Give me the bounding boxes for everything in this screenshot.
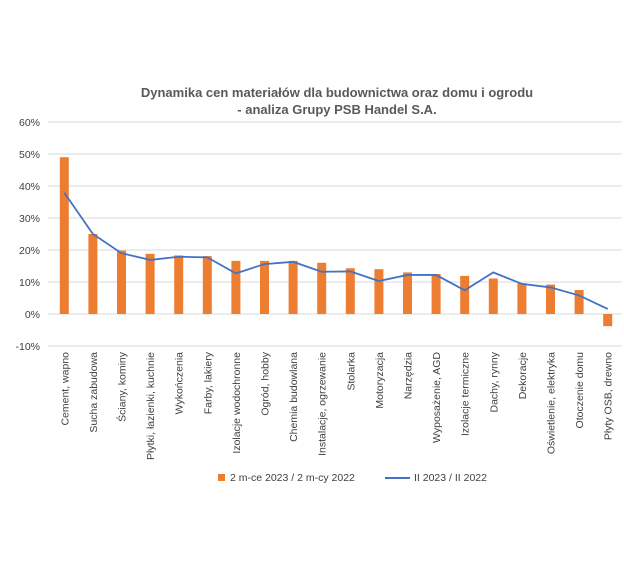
legend-line-label: II 2023 / II 2022 <box>414 472 487 484</box>
x-tick-label: Ogród, hobby <box>260 351 272 415</box>
x-tick-label: Płyty OSB, drewno <box>603 352 615 440</box>
bar <box>117 250 126 314</box>
y-tick-label: 20% <box>19 245 40 257</box>
bar <box>546 284 555 314</box>
x-tick-label: Instalacje, ogrzewanie <box>317 352 329 456</box>
bar <box>574 290 584 314</box>
x-tick-label: Farby, lakiery <box>202 351 214 414</box>
bar <box>260 260 269 314</box>
chart-title: Dynamika cen materiałów dla budownictwa … <box>141 85 533 100</box>
bar <box>145 253 155 314</box>
bar <box>88 234 98 314</box>
y-tick-label: 0% <box>25 309 40 321</box>
y-tick-label: 40% <box>19 181 40 193</box>
bar <box>431 274 441 314</box>
x-tick-label: Chemia budowlana <box>288 352 300 442</box>
bar <box>603 314 613 327</box>
x-tick-label: Cement, wapno <box>59 352 71 426</box>
chart-subtitle: - analiza Grupy PSB Handel S.A. <box>237 102 436 117</box>
x-tick-label: Płytki, łazienki, kuchnie <box>145 352 157 460</box>
y-tick-label: -10% <box>15 341 40 353</box>
x-tick-label: Narzędzia <box>403 352 415 399</box>
y-tick-label: 30% <box>19 213 40 225</box>
legend-bar-swatch <box>218 474 225 481</box>
bar <box>488 278 498 314</box>
bar <box>202 256 212 314</box>
y-tick-label: 10% <box>19 277 40 289</box>
x-tick-label: Stolarka <box>345 352 357 391</box>
series-line <box>63 192 609 310</box>
x-tick-label: Ściany, kominy <box>116 351 129 422</box>
x-tick-label: Wyposażenie, AGD <box>431 352 443 443</box>
x-tick-label: Oświetlenie, elektryka <box>546 352 558 454</box>
x-tick-label: Wykończenia <box>174 352 186 415</box>
bar <box>288 260 298 314</box>
x-tick-label: Sucha zabudowa <box>88 352 100 433</box>
bar <box>403 272 412 314</box>
bar <box>345 268 355 314</box>
y-tick-label: 50% <box>19 149 40 161</box>
y-tick-label: 60% <box>19 117 40 129</box>
x-tick-label: Izolacje termiczne <box>460 352 472 436</box>
legend-bar-label: 2 m-ce 2023 / 2 m-cy 2022 <box>230 472 355 484</box>
bar <box>59 157 69 314</box>
bar <box>231 260 241 314</box>
bar <box>460 275 470 314</box>
bar <box>317 262 327 314</box>
bar <box>174 255 184 314</box>
bar <box>517 283 527 314</box>
x-tick-label: Izolacje wodochronne <box>231 352 243 454</box>
x-tick-label: Otoczenie domu <box>574 352 586 429</box>
x-tick-label: Dekoracje <box>517 352 529 399</box>
x-tick-label: Dachy, rynny <box>488 351 500 412</box>
bar <box>374 269 384 314</box>
x-tick-label: Motoryzacja <box>374 352 386 409</box>
